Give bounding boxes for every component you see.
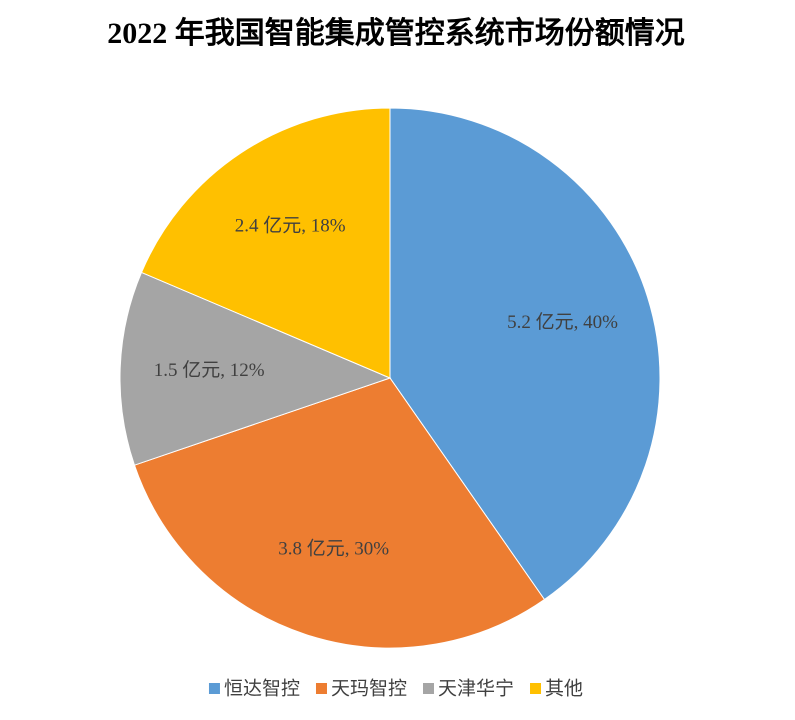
legend-swatch (423, 683, 434, 694)
data-label: 1.5 亿元, 12% (154, 359, 265, 381)
legend-swatch (530, 683, 542, 694)
data-label: 2.4 亿元, 18% (235, 214, 346, 236)
legend-label: 恒达智控 (224, 677, 300, 699)
legend-swatch (208, 683, 220, 694)
pie-slice (140, 107, 391, 379)
pie-slice (133, 377, 546, 649)
legend-label: 天津华宁 (438, 677, 514, 699)
data-label: 3.8 亿元, 30% (278, 537, 389, 559)
chart-title: 2022 年我国智能集成管控系统市场份额情况 (107, 16, 685, 50)
pie-slice (119, 271, 392, 466)
legend-swatch (315, 683, 327, 694)
legend-label: 其他 (545, 677, 583, 699)
data-label: 5.2 亿元, 40% (507, 311, 618, 333)
legend-label: 天玛智控 (331, 677, 407, 699)
pie-slice (389, 107, 661, 601)
